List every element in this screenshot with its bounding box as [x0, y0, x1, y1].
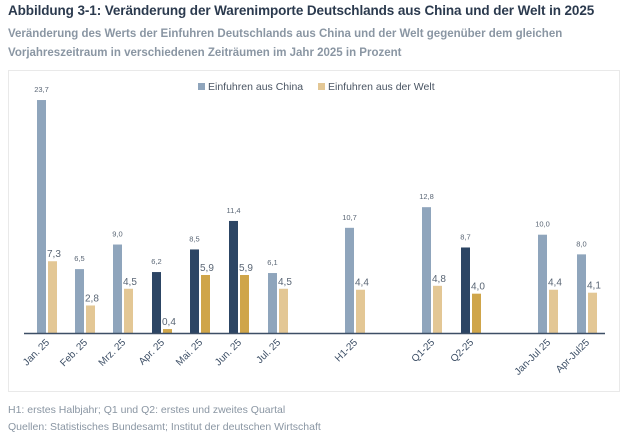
bar-china-jan-jul-25 — [538, 234, 547, 333]
value-label-china-jan-jul-25: 10,0 — [535, 220, 550, 229]
tick-label-jun-25: Jun. 25 — [213, 337, 244, 368]
bar-china-apr-25 — [152, 272, 161, 333]
bar-china-h1-25 — [345, 227, 354, 333]
value-label-china-q2-25: 8,7 — [460, 232, 470, 241]
value-label-china-jul-25: 6,1 — [267, 258, 277, 267]
value-label-china-mai-25: 8,5 — [189, 234, 199, 243]
tick-label-q2-25: Q2-25 — [449, 337, 477, 365]
bar-world-jan-25 — [48, 261, 57, 333]
value-label-china-jun-25: 11,4 — [226, 206, 240, 215]
bar-china-jan-25 — [37, 100, 46, 334]
bar-world-mai-25 — [201, 275, 210, 333]
bar-china-feb-25 — [75, 269, 84, 333]
value-label-world-jun-25: 5,9 — [239, 263, 253, 274]
legend-swatch-world — [318, 83, 325, 90]
value-label-china-jan-25: 23,7 — [34, 85, 49, 94]
tick-label-jul-25: Jul. 25 — [255, 337, 284, 366]
figure-subtitle: Veränderung des Werts der Einfuhren Deut… — [8, 25, 618, 63]
legend: Einfuhren aus China Einfuhren aus der We… — [198, 81, 435, 93]
value-label-world-jul-25: 4,5 — [278, 277, 292, 288]
legend-swatch-china — [198, 83, 205, 90]
chart-frame — [8, 70, 620, 392]
bar-china-jun-25 — [229, 220, 238, 333]
tick-label-apr-25: Apr. 25 — [137, 337, 167, 367]
subtitle-line-2: Vorjahreszeitraum in verschiedenen Zeitr… — [8, 47, 402, 59]
bar-world-h1-25 — [356, 289, 365, 333]
value-label-china-h1-25: 10,7 — [342, 213, 357, 222]
value-label-china-mrz-25: 9,0 — [112, 230, 122, 239]
value-label-world-mai-25: 5,9 — [200, 263, 214, 274]
legend-label-china: Einfuhren aus China — [208, 81, 303, 93]
tick-label-mrz-25: Mrz. 25 — [97, 337, 129, 369]
value-label-china-q1-25: 12,8 — [419, 192, 434, 201]
value-label-world-jan-25: 7,3 — [47, 249, 61, 260]
tick-label-feb-25: Feb. 25 — [58, 337, 90, 369]
value-label-world-mrz-25: 4,5 — [123, 277, 137, 288]
bar-world-mrz-25 — [124, 288, 133, 333]
value-label-china-apr-25: 6,2 — [151, 257, 161, 266]
tick-label-apr-jul25: Apr-Jul25 — [554, 337, 592, 375]
bar-world-apr-jul25 — [588, 292, 597, 333]
value-label-world-q2-25: 4,0 — [471, 282, 485, 293]
tick-label-q1-25: Q1-25 — [410, 337, 438, 365]
bar-world-apr-25 — [163, 329, 172, 333]
bar-china-mai-25 — [190, 249, 199, 333]
tick-label-jan-25: Jan. 25 — [21, 337, 52, 368]
tick-label-h1-25: H1-25 — [333, 337, 360, 364]
value-label-world-apr-25: 0,4 — [162, 317, 176, 328]
value-label-world-q1-25: 4,8 — [432, 274, 446, 285]
value-label-world-jan-jul-25: 4,4 — [548, 278, 562, 289]
tick-label-mai-25: Mai. 25 — [174, 337, 205, 368]
bar-china-mrz-25 — [113, 244, 122, 333]
bar-world-q1-25 — [433, 285, 442, 333]
bar-china-q1-25 — [422, 207, 431, 333]
bar-china-apr-jul25 — [577, 254, 586, 333]
bar-china-q2-25 — [461, 247, 470, 333]
bar-world-jul-25 — [279, 288, 288, 333]
bar-china-jul-25 — [268, 273, 277, 333]
bar-world-jan-jul-25 — [549, 289, 558, 333]
bar-world-q2-25 — [472, 293, 481, 333]
value-label-china-feb-25: 6,5 — [74, 254, 84, 263]
bar-world-jun-25 — [240, 275, 249, 333]
tick-label-jan-jul-25: Jan-Jul 25 — [513, 337, 554, 378]
footnote-sources: Quellen: Statistisches Bundesamt; Instit… — [8, 421, 321, 433]
value-label-world-h1-25: 4,4 — [355, 278, 369, 289]
value-label-world-feb-25: 2,8 — [85, 293, 99, 304]
legend-label-world: Einfuhren aus der Welt — [328, 81, 435, 93]
footnote-abbreviations: H1: erstes Halbjahr; Q1 und Q2: erstes u… — [8, 404, 286, 416]
bar-world-feb-25 — [86, 305, 95, 333]
figure-title: Abbildung 3-1: Veränderung der Warenimpo… — [8, 3, 595, 18]
subtitle-line-1: Veränderung des Werts der Einfuhren Deut… — [8, 28, 563, 40]
value-label-world-apr-jul25: 4,1 — [587, 281, 601, 292]
value-label-china-apr-jul25: 8,0 — [576, 239, 586, 248]
